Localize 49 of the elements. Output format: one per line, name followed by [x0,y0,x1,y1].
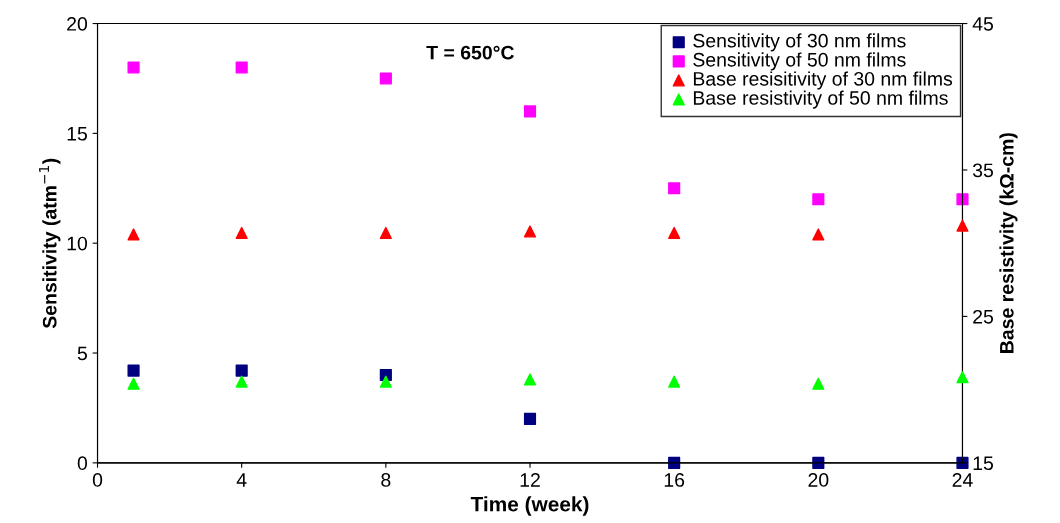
x-tick-label: 0 [92,473,103,487]
y2-tick-label: 45 [972,17,994,31]
annotation: T = 650°C [426,45,514,60]
legend-label: Base resisitivity of 30 nm films [693,71,953,90]
point [379,375,392,388]
point [956,456,969,469]
legend-label: Base resistivity of 50 nm films [693,90,948,109]
point [523,412,537,425]
y-tick-label: 15 [67,127,87,141]
x-axis-title: Time (week) [470,496,589,516]
point [523,105,537,118]
point [956,193,969,206]
x-tick-label: 8 [381,473,391,487]
point [956,371,969,384]
point [127,377,140,390]
x-tick-label: 4 [236,473,247,487]
x-tick-label: 20 [808,473,829,487]
point [127,228,140,241]
point [668,375,681,388]
point [668,182,681,195]
point [956,219,969,232]
y-tick-label: 10 [67,236,88,251]
point [379,226,392,240]
point [127,364,140,377]
point [523,373,537,386]
point [812,377,825,390]
point [127,61,140,74]
y2-tick-label: 35 [972,163,994,178]
x-tick-label: 16 [664,473,685,487]
y-tick-label: 0 [77,456,88,471]
legend-label: Sensitivity of 50 nm films [693,52,906,71]
y2-tick-label: 25 [973,309,994,324]
point [668,226,681,240]
point [235,226,248,240]
point [235,364,248,377]
point [523,225,537,238]
point [235,61,248,74]
point [379,72,392,85]
y2-tick-label: 15 [973,456,994,471]
y-axis-title: Sensitivity (atm$^{−1}$) [39,158,61,329]
y2-axis-title: Base resistivity (kΩ-cm) [999,133,1018,353]
x-tick-label: 12 [520,473,540,487]
y-tick-label: 5 [77,346,87,361]
point [812,228,825,241]
point [812,193,825,206]
point [235,375,248,388]
legend-label: Sensitivity of 30 nm films [693,33,906,52]
x-tick-label: 24 [952,473,973,487]
y-tick-label: 20 [67,17,88,31]
